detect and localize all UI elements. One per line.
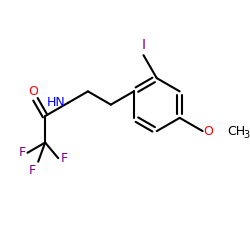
Text: I: I [142, 38, 146, 52]
Text: F: F [60, 152, 68, 165]
Text: O: O [28, 85, 38, 98]
Text: CH: CH [227, 124, 245, 138]
Text: HN: HN [47, 96, 66, 109]
Text: 3: 3 [243, 130, 249, 140]
Text: F: F [28, 164, 36, 177]
Text: F: F [18, 146, 26, 159]
Text: O: O [203, 124, 213, 138]
